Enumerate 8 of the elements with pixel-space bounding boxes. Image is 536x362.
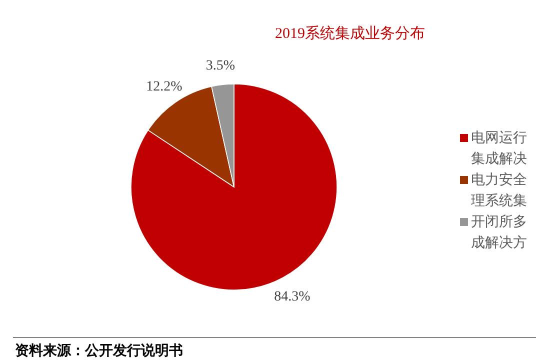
data-label: 12.2%: [146, 80, 183, 95]
legend-label: 电网运行集成解决: [471, 130, 528, 169]
text: 资料来源：公开发行说明书: [15, 342, 183, 360]
chart-title: 2019系统集成业务分布: [274, 24, 426, 43]
data-label: 3.5%: [206, 58, 236, 74]
legend-label: 电力安全理系统集: [471, 171, 528, 211]
data-label: 84.3%: [274, 289, 311, 304]
legend-label: 开闭所多成解决方: [471, 214, 528, 253]
